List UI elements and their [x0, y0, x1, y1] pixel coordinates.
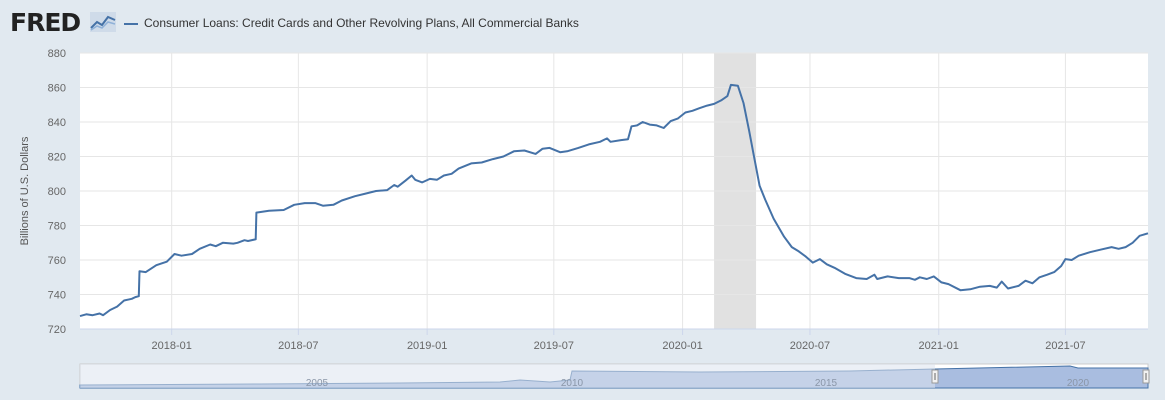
y-tick-label: 880 [48, 48, 66, 60]
navigator-tick-label: 2015 [815, 378, 838, 389]
y-tick-label: 760 [48, 255, 66, 267]
x-tick-label: 2018-01 [151, 340, 191, 352]
legend-swatch [124, 23, 138, 25]
navigator-mask [80, 364, 935, 388]
fred-logo[interactable]: FRED [10, 8, 81, 37]
y-tick-label: 800 [48, 186, 66, 198]
y-tick-label: 820 [48, 152, 66, 164]
legend-label[interactable]: Consumer Loans: Credit Cards and Other R… [144, 16, 579, 30]
series-line [79, 83, 1149, 318]
navigator-tick-label: 2005 [306, 378, 329, 389]
y-tick-label: 720 [48, 324, 66, 336]
fred-logo-graph-icon [90, 12, 116, 32]
x-tick-label: 2021-07 [1045, 340, 1085, 352]
navigator-tick-label: 2010 [561, 378, 584, 389]
chart-header: FRED Consumer Loans: Credit Cards and Ot… [0, 0, 1165, 46]
x-tick-label: 2020-07 [790, 340, 830, 352]
y-tick-label: 860 [48, 83, 66, 95]
x-tick-label: 2021-01 [919, 340, 959, 352]
x-tick-label: 2019-01 [407, 340, 447, 352]
x-tick-label: 2019-07 [534, 340, 574, 352]
x-tick-label: 2020-01 [662, 340, 702, 352]
y-axis-label: Billions of U.S. Dollars [19, 136, 31, 245]
navigator-tick-label: 2020 [1067, 378, 1090, 389]
y-tick-label: 780 [48, 221, 66, 233]
y-tick-label: 840 [48, 117, 66, 129]
y-tick-label: 740 [48, 290, 66, 302]
x-tick-label: 2018-07 [278, 340, 318, 352]
